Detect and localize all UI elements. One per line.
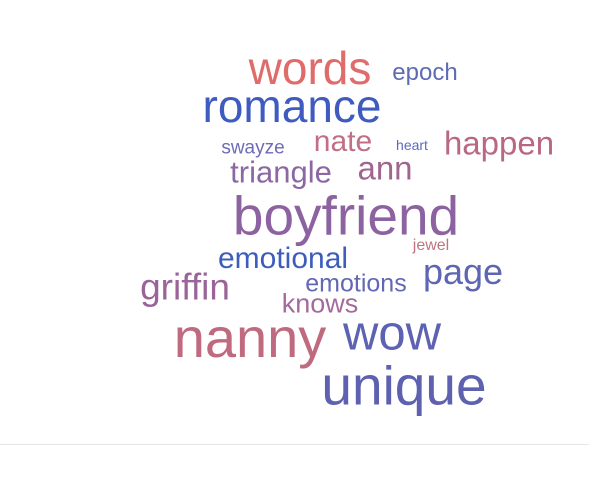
- word-emotional: emotional: [217, 242, 349, 275]
- word-knows: knows: [281, 288, 359, 319]
- word-happen: happen: [443, 124, 555, 162]
- word-wow: wow: [342, 306, 442, 361]
- word-heart: heart: [396, 137, 428, 153]
- word-boyfriend: boyfriend: [232, 184, 460, 247]
- word-page: page: [422, 251, 504, 292]
- word-nate: nate: [313, 125, 373, 158]
- word-ann: ann: [357, 149, 413, 187]
- word-cloud: words epoch romance swayze nate heart ha…: [140, 42, 555, 417]
- word-romance: romance: [202, 80, 382, 132]
- word-words: words: [248, 42, 372, 94]
- word-triangle: triangle: [230, 154, 332, 190]
- word-griffin: griffin: [140, 266, 230, 308]
- word-unique: unique: [321, 354, 487, 417]
- word-epoch: epoch: [392, 59, 458, 86]
- bottom-divider: [0, 444, 589, 445]
- word-emotions: emotions: [305, 269, 407, 298]
- word-nanny: nanny: [173, 306, 327, 369]
- word-swayze: swayze: [221, 137, 285, 159]
- word-jewel: jewel: [412, 237, 450, 254]
